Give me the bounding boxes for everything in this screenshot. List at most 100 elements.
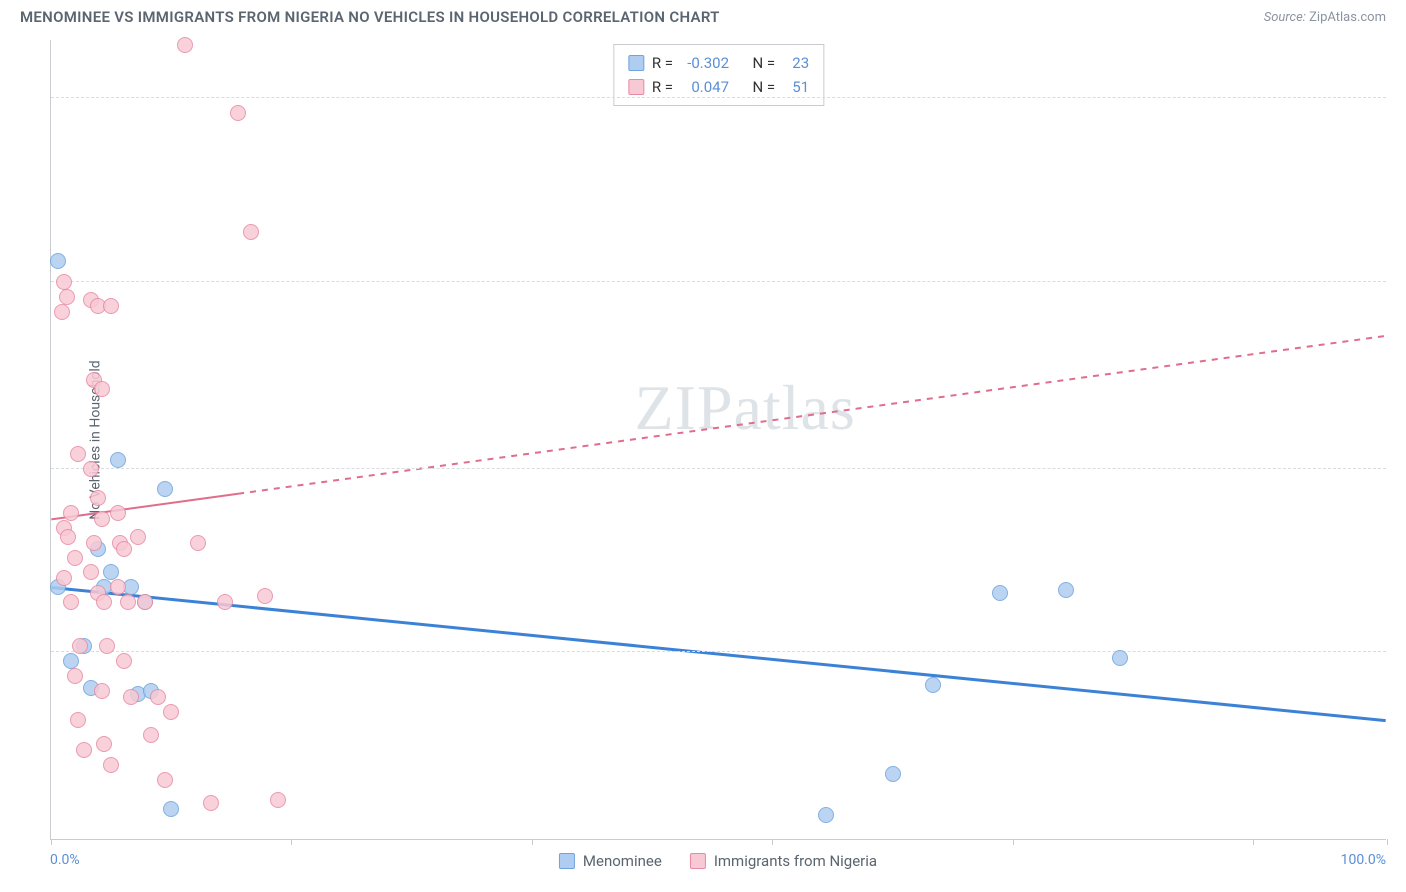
data-point — [90, 490, 106, 506]
source-value: ZipAtlas.com — [1309, 10, 1386, 25]
data-point — [96, 736, 112, 752]
data-point — [63, 653, 79, 669]
data-point — [130, 529, 146, 545]
y-tick-label: 6.3% — [1391, 628, 1406, 644]
data-point — [50, 253, 66, 269]
data-point — [257, 588, 273, 604]
swatch-nigeria — [628, 79, 644, 95]
swatch-menominee — [628, 55, 644, 71]
n-value-menominee: 23 — [783, 51, 809, 75]
gridline — [51, 97, 1386, 98]
gridline — [51, 281, 1386, 282]
chart-container: No Vehicles in Household ZIPatlas R = -0… — [50, 40, 1386, 840]
data-point — [110, 579, 126, 595]
data-point — [96, 594, 112, 610]
y-tick-label: 18.8% — [1391, 258, 1406, 274]
legend-swatch-nigeria — [690, 853, 706, 869]
data-point — [72, 638, 88, 654]
r-label: R = — [652, 51, 673, 75]
data-point — [94, 511, 110, 527]
data-point — [63, 505, 79, 521]
data-point — [70, 446, 86, 462]
data-point — [217, 594, 233, 610]
x-max-label: 100.0% — [1341, 852, 1386, 868]
plot-area: ZIPatlas R = -0.302 N = 23 R = 0.047 N =… — [50, 40, 1386, 840]
data-point — [56, 570, 72, 586]
data-point — [103, 298, 119, 314]
data-point — [83, 461, 99, 477]
data-point — [203, 795, 219, 811]
data-point — [54, 304, 70, 320]
data-point — [163, 801, 179, 817]
data-point — [76, 742, 92, 758]
data-point — [116, 541, 132, 557]
legend-item-menominee: Menominee — [559, 852, 662, 870]
data-point — [94, 683, 110, 699]
r-value-nigeria: 0.047 — [681, 75, 729, 99]
data-point — [99, 638, 115, 654]
data-point — [1058, 582, 1074, 598]
x-tick — [772, 839, 773, 845]
x-tick — [532, 839, 533, 845]
y-tick-label: 25.0% — [1391, 74, 1406, 90]
data-point — [110, 452, 126, 468]
data-point — [94, 381, 110, 397]
source-attribution: Source: ZipAtlas.com — [1264, 10, 1386, 25]
data-point — [177, 37, 193, 53]
data-point — [143, 727, 159, 743]
stats-row-menominee: R = -0.302 N = 23 — [628, 51, 809, 75]
data-point — [67, 550, 83, 566]
legend-label-nigeria: Immigrants from Nigeria — [714, 852, 877, 870]
trend-lines — [51, 40, 1386, 839]
data-point — [925, 677, 941, 693]
x-tick — [291, 839, 292, 845]
data-point — [157, 772, 173, 788]
data-point — [56, 274, 72, 290]
stats-row-nigeria: R = 0.047 N = 51 — [628, 75, 809, 99]
data-point — [70, 712, 86, 728]
legend-label-menominee: Menominee — [583, 852, 662, 870]
data-point — [190, 535, 206, 551]
data-point — [1112, 650, 1128, 666]
data-point — [123, 689, 139, 705]
n-value-nigeria: 51 — [783, 75, 809, 99]
y-tick-label: 12.5% — [1391, 445, 1406, 461]
data-point — [59, 289, 75, 305]
data-point — [137, 594, 153, 610]
x-tick — [51, 839, 52, 845]
data-point — [120, 594, 136, 610]
data-point — [103, 757, 119, 773]
data-point — [103, 564, 119, 580]
data-point — [818, 807, 834, 823]
data-point — [110, 505, 126, 521]
gridline — [51, 468, 1386, 469]
watermark-atlas: atlas — [734, 372, 856, 443]
data-point — [270, 792, 286, 808]
r-label: R = — [652, 75, 673, 99]
n-label: N = — [753, 51, 776, 75]
chart-title: MENOMINEE VS IMMIGRANTS FROM NIGERIA NO … — [20, 8, 720, 26]
source-label: Source: — [1264, 10, 1306, 25]
data-point — [230, 105, 246, 121]
gridline — [51, 651, 1386, 652]
watermark-zip: ZIP — [635, 372, 734, 443]
data-point — [86, 535, 102, 551]
legend-item-nigeria: Immigrants from Nigeria — [690, 852, 877, 870]
n-label: N = — [753, 75, 776, 99]
legend: Menominee Immigrants from Nigeria — [559, 852, 877, 870]
data-point — [116, 653, 132, 669]
legend-swatch-menominee — [559, 853, 575, 869]
data-point — [150, 689, 166, 705]
data-point — [885, 766, 901, 782]
watermark: ZIPatlas — [635, 371, 856, 445]
x-min-label: 0.0% — [50, 852, 80, 868]
data-point — [63, 594, 79, 610]
x-tick — [1387, 839, 1388, 845]
data-point — [67, 668, 83, 684]
data-point — [992, 585, 1008, 601]
data-point — [243, 224, 259, 240]
data-point — [83, 564, 99, 580]
r-value-menominee: -0.302 — [681, 51, 729, 75]
data-point — [157, 481, 173, 497]
data-point — [163, 704, 179, 720]
